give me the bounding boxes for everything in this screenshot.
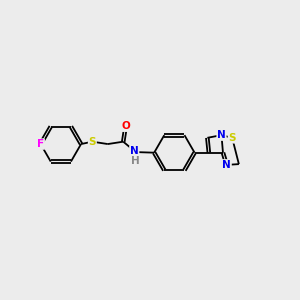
Text: F: F xyxy=(37,139,44,149)
Text: S: S xyxy=(228,133,236,143)
Text: S: S xyxy=(88,137,96,147)
Text: H: H xyxy=(131,156,140,166)
Text: N: N xyxy=(217,130,226,140)
Text: N: N xyxy=(222,160,231,170)
Text: O: O xyxy=(121,121,130,131)
Text: N: N xyxy=(130,146,139,156)
